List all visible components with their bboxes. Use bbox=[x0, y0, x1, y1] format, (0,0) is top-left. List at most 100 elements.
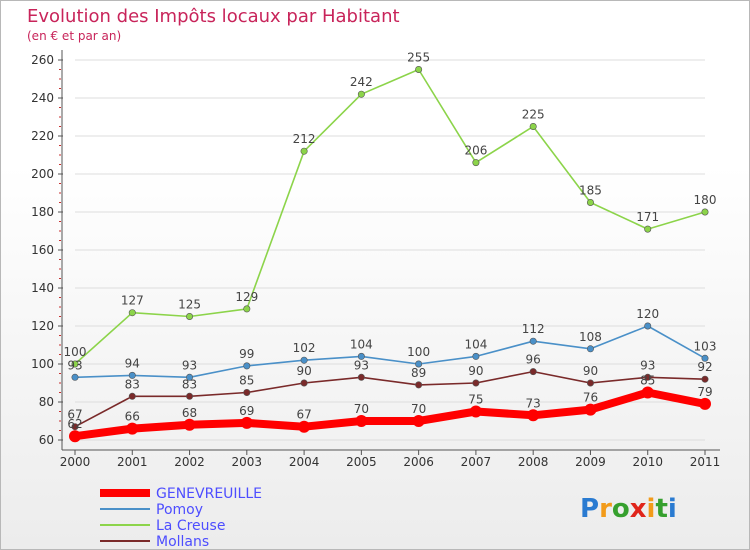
data-point bbox=[71, 360, 79, 368]
data-point bbox=[415, 381, 423, 389]
data-point bbox=[412, 415, 425, 427]
data-label: 62 bbox=[67, 417, 82, 431]
data-label-layer: 93 94 93 99 102 104 100 104 112 108 120 103 100 127 12… bbox=[64, 51, 717, 432]
legend-label: Mollans bbox=[156, 534, 209, 550]
data-point bbox=[357, 352, 365, 360]
data-label: 225 bbox=[522, 108, 545, 122]
data-label: 212 bbox=[293, 132, 316, 146]
y-tick-label: 140 bbox=[31, 281, 54, 295]
data-point bbox=[126, 422, 139, 435]
data-label: 108 bbox=[579, 330, 602, 344]
data-point bbox=[357, 373, 365, 381]
data-label: 171 bbox=[636, 210, 659, 224]
data-label: 75 bbox=[468, 393, 483, 407]
data-label: 102 bbox=[293, 341, 316, 355]
data-label: 70 bbox=[411, 402, 426, 416]
logo-letter: o bbox=[612, 494, 630, 524]
data-point bbox=[69, 430, 81, 443]
logo-letter: t bbox=[655, 494, 667, 524]
chart-subtitle: (en € et par an) bbox=[27, 29, 121, 43]
y-tick-label: 220 bbox=[31, 129, 54, 143]
data-point bbox=[472, 379, 480, 387]
x-tick-label: 2008 bbox=[518, 455, 549, 469]
data-point bbox=[186, 373, 194, 381]
data-point bbox=[529, 123, 537, 131]
data-point bbox=[701, 354, 709, 362]
data-label: 67 bbox=[296, 408, 311, 422]
data-label: 100 bbox=[407, 345, 430, 359]
data-point bbox=[644, 225, 652, 233]
data-label: 70 bbox=[354, 402, 369, 416]
data-point bbox=[186, 392, 194, 400]
data-label: 93 bbox=[67, 358, 82, 372]
data-label: 180 bbox=[694, 193, 717, 207]
y-tick-label: 240 bbox=[31, 91, 54, 105]
data-label: 100 bbox=[64, 345, 87, 359]
y-tick-label: 260 bbox=[31, 53, 54, 67]
legend-label: La Creuse bbox=[156, 518, 225, 534]
data-point bbox=[527, 409, 540, 422]
logo-letter: r bbox=[599, 494, 612, 524]
x-tick-label: 2007 bbox=[461, 455, 492, 469]
data-point bbox=[415, 66, 423, 74]
data-label: 129 bbox=[235, 290, 258, 304]
data-point bbox=[584, 403, 597, 416]
x-tick-label: 2009 bbox=[575, 455, 606, 469]
y-tick-label: 180 bbox=[31, 205, 54, 219]
data-point bbox=[415, 360, 423, 368]
data-point bbox=[644, 322, 652, 330]
grid-layer bbox=[75, 59, 705, 441]
series-line bbox=[74, 68, 706, 365]
axis-layer: 60 80 100 120 140 160 180 200 220 240 260 2000 2001 2… bbox=[31, 50, 720, 469]
logo-letter: x bbox=[630, 494, 647, 524]
data-point bbox=[240, 416, 253, 429]
x-tick-label: 2005 bbox=[346, 455, 377, 469]
data-point bbox=[699, 397, 711, 410]
proxiti-logo: Proxiti bbox=[580, 494, 677, 524]
data-label: 242 bbox=[350, 75, 373, 89]
data-point bbox=[355, 415, 368, 427]
data-label: 79 bbox=[697, 385, 712, 399]
data-label: 185 bbox=[579, 184, 602, 198]
data-point bbox=[128, 392, 136, 400]
series-layer bbox=[69, 66, 711, 443]
data-label: 93 bbox=[640, 358, 655, 372]
data-label: 85 bbox=[640, 374, 655, 388]
x-tick-label: 2006 bbox=[403, 455, 434, 469]
data-label: 83 bbox=[125, 377, 140, 391]
data-label: 93 bbox=[354, 358, 369, 372]
data-point bbox=[644, 373, 652, 381]
data-point bbox=[586, 379, 594, 387]
data-label: 76 bbox=[583, 391, 598, 405]
data-point bbox=[298, 420, 311, 433]
legend-label: Pomoy bbox=[156, 502, 203, 518]
data-point bbox=[183, 418, 196, 431]
data-label: 90 bbox=[296, 364, 311, 378]
data-label: 93 bbox=[182, 358, 197, 372]
data-label: 66 bbox=[125, 410, 140, 424]
data-point bbox=[300, 147, 308, 155]
data-label: 96 bbox=[526, 353, 541, 367]
data-point bbox=[243, 305, 251, 313]
data-point bbox=[357, 90, 365, 98]
series-mollans bbox=[71, 368, 709, 431]
data-label: 104 bbox=[464, 337, 487, 351]
data-label: 73 bbox=[526, 396, 541, 410]
data-point bbox=[529, 368, 537, 376]
series-pomoy bbox=[71, 322, 709, 381]
logo-letter: i bbox=[647, 494, 656, 524]
data-point bbox=[243, 362, 251, 370]
data-point bbox=[71, 373, 79, 381]
data-label: 104 bbox=[350, 337, 373, 351]
data-label: 83 bbox=[182, 377, 197, 391]
series-line bbox=[74, 388, 706, 441]
data-label: 127 bbox=[121, 294, 144, 308]
data-point bbox=[71, 423, 79, 431]
legend-label: GENEVREUILLE bbox=[156, 486, 262, 502]
data-label: 69 bbox=[239, 404, 254, 418]
logo-letter: P bbox=[580, 494, 599, 524]
data-point bbox=[300, 356, 308, 364]
